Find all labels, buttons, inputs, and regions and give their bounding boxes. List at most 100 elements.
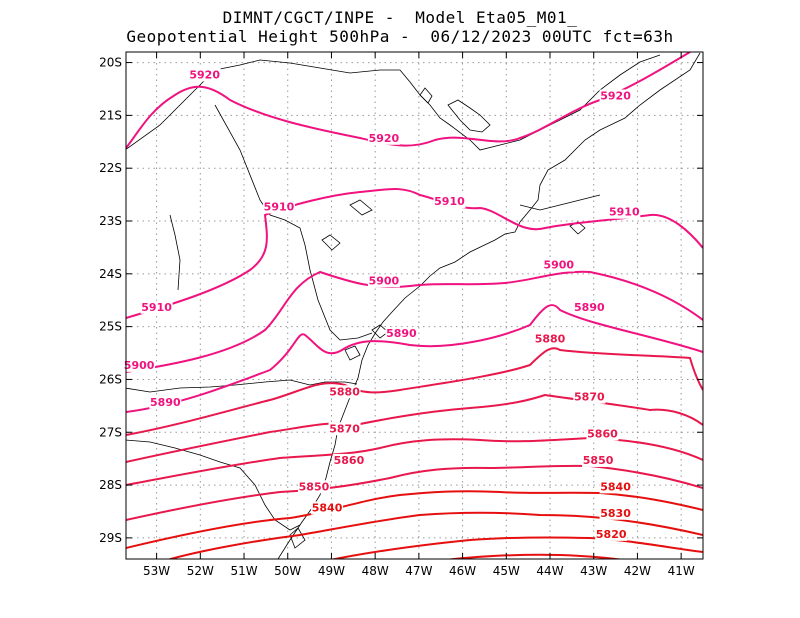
- y-tick-label: 28S: [99, 478, 122, 492]
- contour-label: 5920: [600, 90, 631, 103]
- x-tick-label: 45W: [493, 564, 520, 578]
- x-tick-label: 53W: [143, 564, 170, 578]
- y-tick-label: 26S: [99, 372, 122, 386]
- y-tick-label: 22S: [99, 161, 122, 175]
- x-tick-label: 46W: [449, 564, 476, 578]
- contour-label-bg: [534, 332, 567, 346]
- contour-5900: [126, 270, 703, 373]
- contour-label: 5910: [434, 195, 465, 208]
- contour-5880: [126, 347, 703, 436]
- contour-label-bg: [332, 453, 365, 467]
- border-ms: [169, 214, 181, 291]
- contour-label: 5910: [141, 301, 172, 314]
- contour-label-bg: [582, 453, 615, 467]
- axes: 53W 52W 51W 50W 49W 48W 47W 46W 45W 44W 43W 42W 41W 2…: [99, 52, 703, 578]
- contour-5820: [329, 536, 703, 559]
- contour-5810: [445, 553, 625, 559]
- contour-label: 5860: [587, 428, 618, 441]
- contour-label: 5820: [596, 528, 627, 541]
- y-tick-label: 23S: [99, 214, 122, 228]
- contour-label-bg: [328, 385, 361, 399]
- contour-label: 5890: [150, 396, 181, 409]
- contour-5870: [126, 393, 703, 463]
- reservoir-furnas: [447, 99, 491, 133]
- y-tick-label: 29S: [99, 531, 122, 545]
- x-tick-label: 52W: [187, 564, 214, 578]
- contour-label-bg: [595, 527, 628, 541]
- contour-label: 5900: [124, 359, 155, 372]
- x-tick-label: 50W: [274, 564, 301, 578]
- y-tick-label: 20S: [99, 56, 122, 70]
- contour-label: 5830: [600, 507, 631, 520]
- map-frame: [125, 51, 704, 560]
- contour-label: 5890: [386, 327, 417, 340]
- contour-label: 5910: [264, 200, 295, 213]
- contour-label-bg: [599, 506, 632, 520]
- contour-label-bg: [297, 480, 330, 494]
- contour-label-bg: [149, 395, 182, 409]
- contour-5860: [126, 436, 703, 486]
- contour-label: 5910: [609, 206, 640, 219]
- y-tick-label: 21S: [99, 108, 122, 122]
- contour-label: 5840: [312, 501, 343, 514]
- contour-label: 5880: [329, 385, 360, 398]
- contour-label-bg: [262, 200, 295, 214]
- border-sc-rs: [126, 439, 301, 531]
- contour-label: 5920: [369, 132, 400, 145]
- contour-label: 5880: [535, 332, 566, 345]
- contour-label-bg: [599, 480, 632, 494]
- island-sc: [344, 345, 361, 361]
- border-sp-pr: [214, 104, 373, 341]
- title-line-1: DIMNT/CGCT/INPE - Model Eta05_M01_: [222, 8, 578, 27]
- contour-label: 5850: [299, 480, 330, 493]
- contour-label: 5900: [369, 274, 400, 287]
- x-tick-label: 42W: [624, 564, 651, 578]
- contour-label: 5850: [583, 454, 614, 467]
- contour-label-bg: [573, 390, 606, 404]
- x-tick-label: 49W: [318, 564, 345, 578]
- contour-label-bg: [188, 68, 221, 82]
- x-tick-label: 51W: [230, 564, 257, 578]
- contour-label: 5890: [574, 301, 605, 314]
- lagoon-patos: [289, 527, 306, 549]
- reservoir-2: [419, 87, 433, 104]
- contour-label-bg: [311, 501, 344, 515]
- coastline: [277, 52, 701, 559]
- contour-label-bg: [367, 274, 400, 288]
- border-mg-rj: [519, 194, 601, 211]
- contour-label-bg: [328, 422, 361, 436]
- contour-5840: [126, 490, 703, 549]
- contour-5830: [166, 511, 703, 559]
- y-tick-label: 27S: [99, 425, 122, 439]
- y-tick-label: 25S: [99, 320, 122, 334]
- contour-label-bg: [433, 195, 466, 209]
- x-tick-label: 41W: [668, 564, 695, 578]
- contour-label-bg: [573, 300, 606, 314]
- reservoir-4: [321, 234, 341, 251]
- x-tick-label: 44W: [536, 564, 563, 578]
- contour-label: 5870: [329, 422, 360, 435]
- contour-label-bg: [123, 358, 156, 372]
- contour-label-bg: [608, 205, 641, 219]
- border-pr-sc: [126, 379, 358, 393]
- x-tick-label: 43W: [580, 564, 607, 578]
- contour-lines: [126, 52, 703, 559]
- contour-label-bg: [599, 89, 632, 103]
- contour-label-bg: [385, 327, 418, 341]
- title-line-2: Geopotential Height 500hPa - 06/12/2023 …: [126, 27, 674, 46]
- contour-label-bg: [367, 131, 400, 145]
- y-tick-label: 24S: [99, 267, 122, 281]
- contour-label-bg: [586, 427, 619, 441]
- contour-label-bg: [140, 300, 173, 314]
- x-tick-label: 47W: [405, 564, 432, 578]
- contour-label-bg: [542, 258, 575, 272]
- contour-5850: [126, 464, 703, 521]
- contour-label: 5920: [189, 68, 220, 81]
- contour-label: 5860: [334, 454, 365, 467]
- contour-5890: [126, 304, 703, 413]
- contour-label: 5870: [574, 391, 605, 404]
- contour-label: 5900: [543, 259, 574, 272]
- x-tick-label: 48W: [362, 564, 389, 578]
- border-sp-mg: [126, 54, 661, 151]
